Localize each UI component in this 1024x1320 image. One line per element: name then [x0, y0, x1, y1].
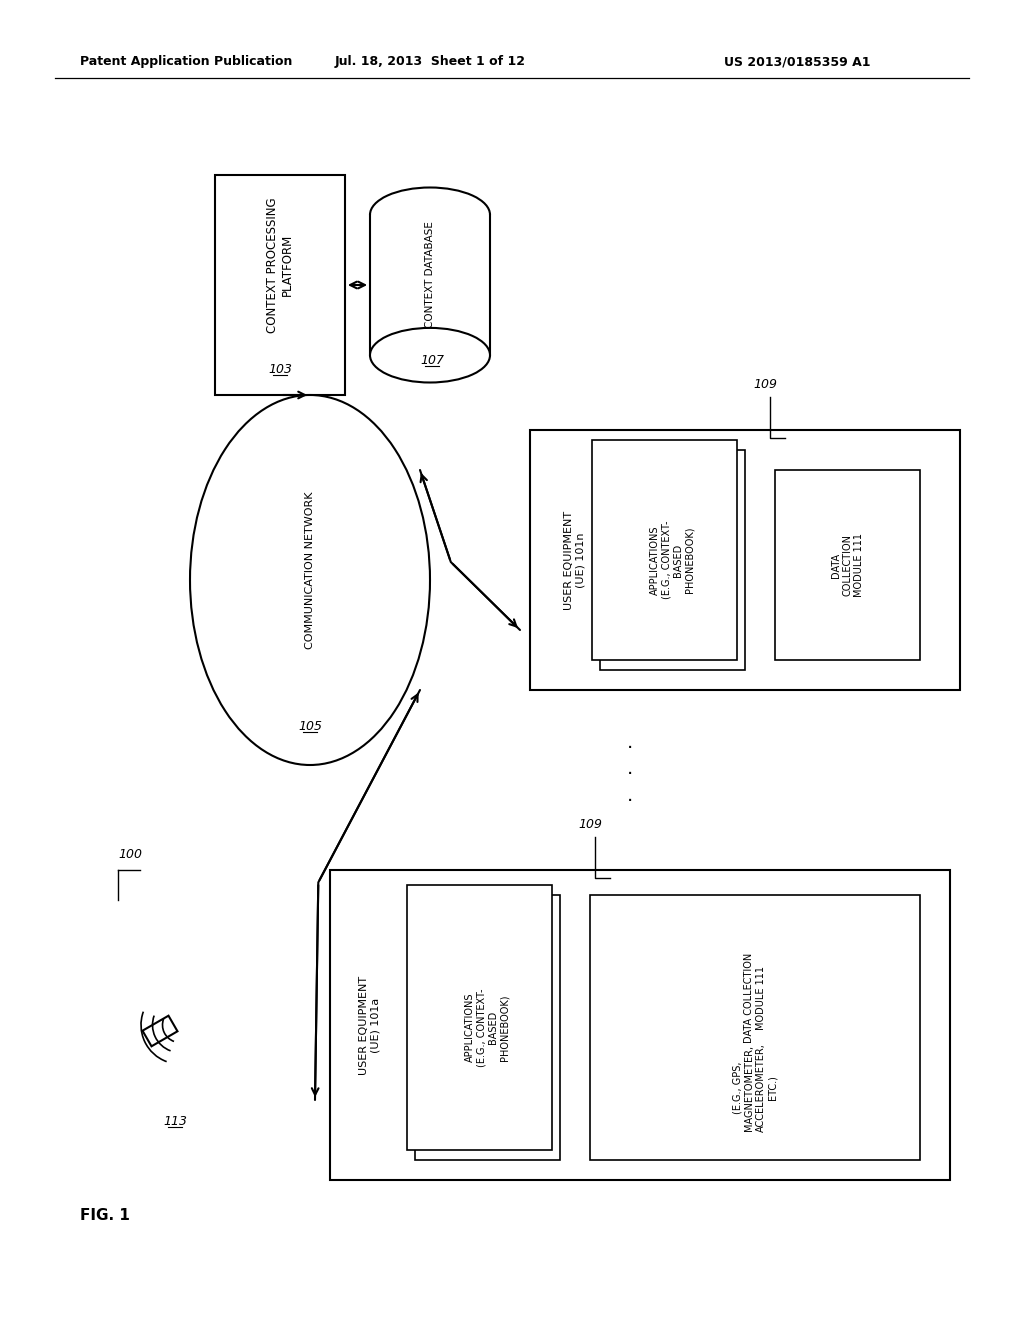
- Ellipse shape: [190, 395, 430, 766]
- Bar: [530, 430, 961, 690]
- Bar: [215, 176, 345, 395]
- Text: 105: 105: [298, 719, 322, 733]
- Text: CONTEXT PROCESSING
PLATFORM: CONTEXT PROCESSING PLATFORM: [266, 197, 294, 333]
- Text: DATA
COLLECTION
MODULE 111: DATA COLLECTION MODULE 111: [830, 533, 864, 597]
- Text: 100: 100: [118, 849, 142, 862]
- Text: APPLICATIONS
(E.G., CONTEXT-
BASED
PHONEBOOK): APPLICATIONS (E.G., CONTEXT- BASED PHONE…: [465, 989, 510, 1067]
- Text: (E.G., GPS,
MAGNETOMETER,
ACCELEROMETER,
ETC.): (E.G., GPS, MAGNETOMETER, ACCELEROMETER,…: [732, 1043, 777, 1133]
- Text: APPLICATIONS
(E.G., CONTEXT-
BASED
PHONEBOOK): APPLICATIONS (E.G., CONTEXT- BASED PHONE…: [650, 521, 695, 599]
- Text: FIG. 1: FIG. 1: [80, 1208, 130, 1222]
- Bar: [592, 440, 737, 660]
- Text: USER EQUIPMENT
(UE) 101n: USER EQUIPMENT (UE) 101n: [564, 511, 586, 610]
- Text: ·
·
·: · · ·: [627, 739, 633, 810]
- Bar: [407, 884, 552, 1150]
- Bar: [775, 470, 920, 660]
- Ellipse shape: [370, 327, 490, 383]
- Text: 113: 113: [163, 1115, 187, 1129]
- Text: Patent Application Publication: Patent Application Publication: [80, 55, 293, 69]
- Bar: [330, 870, 950, 1180]
- Text: USER EQUIPMENT
(UE) 101a: USER EQUIPMENT (UE) 101a: [359, 975, 381, 1074]
- Text: 109: 109: [578, 818, 602, 832]
- Bar: [590, 895, 920, 1160]
- Bar: [370, 215, 490, 355]
- Text: DATA COLLECTION
MODULE 111: DATA COLLECTION MODULE 111: [744, 952, 766, 1043]
- Text: COMMUNICATION NETWORK: COMMUNICATION NETWORK: [305, 491, 315, 648]
- Bar: [142, 1015, 177, 1047]
- Text: CONTEXT DATABASE: CONTEXT DATABASE: [425, 222, 435, 329]
- Text: 107: 107: [420, 355, 444, 367]
- Bar: [600, 450, 745, 671]
- Text: US 2013/0185359 A1: US 2013/0185359 A1: [724, 55, 870, 69]
- Text: 109: 109: [753, 379, 777, 392]
- Text: Jul. 18, 2013  Sheet 1 of 12: Jul. 18, 2013 Sheet 1 of 12: [335, 55, 525, 69]
- Bar: [415, 895, 560, 1160]
- Text: 103: 103: [268, 363, 292, 376]
